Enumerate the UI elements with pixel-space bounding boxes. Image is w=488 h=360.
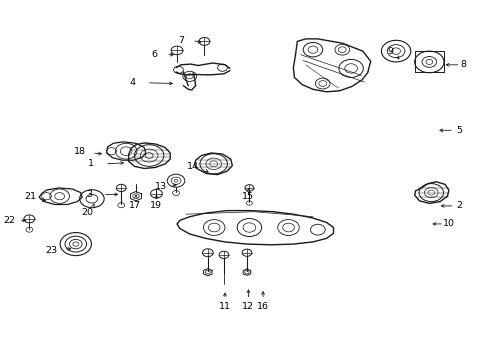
Text: 4: 4 <box>129 78 135 87</box>
Text: 17: 17 <box>128 201 140 210</box>
Text: 1: 1 <box>87 159 93 168</box>
Text: 3: 3 <box>86 190 92 199</box>
Text: 7: 7 <box>178 36 183 45</box>
Text: 12: 12 <box>242 302 254 311</box>
Text: 10: 10 <box>442 219 454 228</box>
Text: 5: 5 <box>456 126 462 135</box>
Text: 22: 22 <box>3 216 15 225</box>
Text: 2: 2 <box>456 202 462 210</box>
Text: 6: 6 <box>151 50 157 59</box>
Text: 11: 11 <box>219 302 230 311</box>
Text: 18: 18 <box>74 148 86 156</box>
Text: 21: 21 <box>24 192 36 201</box>
Text: 16: 16 <box>257 302 268 311</box>
Text: 23: 23 <box>45 246 57 255</box>
Text: 13: 13 <box>155 182 167 191</box>
Text: 9: 9 <box>386 46 392 55</box>
Text: 14: 14 <box>187 162 199 171</box>
Text: 19: 19 <box>149 201 161 210</box>
Text: 8: 8 <box>460 60 466 69</box>
Text: 20: 20 <box>81 208 93 217</box>
Text: 15: 15 <box>242 192 254 201</box>
